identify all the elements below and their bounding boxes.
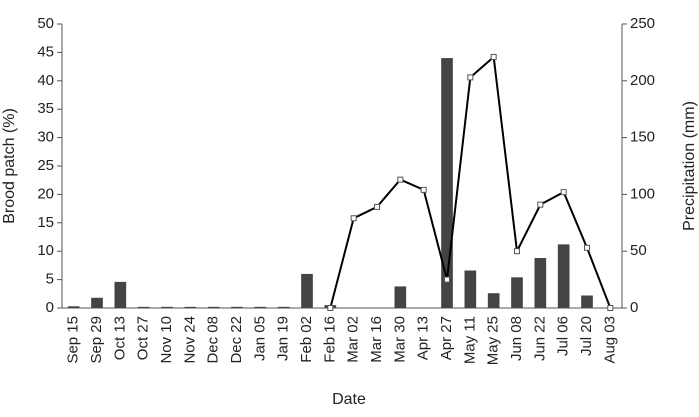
y-tick-label: 20: [37, 185, 54, 202]
line-marker: [327, 305, 334, 311]
y2-tick-label: 0: [630, 299, 638, 316]
bar: [394, 286, 407, 308]
line-marker: [537, 201, 544, 208]
line-marker: [374, 203, 380, 210]
x-tick-label: Nov 10: [158, 316, 175, 364]
y-tick-label: 45: [37, 43, 54, 60]
line-marker: [560, 189, 567, 196]
y-tick-label: 40: [37, 72, 54, 89]
bar: [207, 306, 220, 308]
line-marker: [467, 74, 474, 81]
x-tick-label: Oct 13: [111, 316, 128, 360]
line-marker: [420, 186, 427, 193]
x-tick-label: Mar 30: [391, 316, 408, 363]
y-axis-title: Brood patch (%): [1, 108, 18, 224]
x-tick-label: Oct 27: [135, 316, 152, 360]
line-marker: [607, 305, 614, 311]
bar: [161, 306, 173, 308]
line-marker: [490, 53, 497, 60]
y2-axis-title: Precipitation (mm): [681, 101, 698, 231]
bar: [114, 281, 127, 308]
bar: [441, 58, 453, 308]
bar: [184, 306, 197, 308]
x-tick-label: Feb 02: [298, 316, 315, 363]
x-tick-label: Jul 06: [555, 316, 572, 356]
x-tick-label: Feb 16: [321, 316, 338, 363]
bar: [91, 297, 103, 308]
bar: [137, 306, 150, 308]
x-tick-label: Apr 13: [415, 316, 432, 360]
x-tick-label: Sep 29: [88, 316, 105, 364]
bar: [301, 273, 313, 308]
line-marker: [514, 248, 520, 255]
bar: [231, 306, 243, 308]
x-tick-label: May 11: [461, 316, 478, 364]
y-tick-label: 35: [37, 100, 54, 117]
bar: [67, 306, 80, 308]
x-tick-label: Jun 08: [508, 316, 525, 361]
bar: [277, 306, 290, 308]
y-tick-label: 5: [46, 271, 54, 288]
line-marker: [584, 244, 590, 251]
x-tick-label: Dec 22: [228, 316, 245, 364]
x-tick-label: Jan 05: [251, 316, 268, 361]
y2-tick-label: 200: [630, 72, 655, 89]
bar: [464, 270, 477, 308]
y2-tick-label: 250: [630, 15, 655, 32]
y2-tick-label: 150: [630, 129, 655, 146]
x-tick-label: Jul 20: [578, 316, 595, 356]
y-tick-label: 50: [37, 15, 54, 32]
x-tick-label: Mar 16: [368, 316, 385, 363]
x-tick-label: Aug 03: [601, 316, 618, 364]
y-tick-label: 0: [46, 299, 54, 316]
x-tick-label: Jun 22: [531, 316, 548, 361]
line-marker: [444, 276, 450, 283]
x-tick-label: Mar 02: [345, 316, 362, 363]
y-tick-label: 25: [37, 157, 54, 174]
y-tick-label: 10: [37, 242, 54, 259]
x-tick-label: Sep 15: [65, 316, 82, 364]
x-tick-label: Apr 27: [438, 316, 455, 360]
x-tick-label: Nov 24: [181, 316, 198, 364]
bar: [487, 293, 500, 308]
y2-tick-label: 100: [630, 185, 655, 202]
bar: [511, 277, 523, 308]
line-marker: [397, 176, 404, 183]
x-tick-label: Dec 08: [205, 316, 222, 364]
x-axis-title: Date: [332, 391, 366, 408]
bar: [254, 306, 267, 308]
x-tick-label: May 25: [485, 316, 502, 365]
x-tick-label: Jan 19: [275, 316, 292, 361]
line-marker: [350, 215, 357, 222]
y-tick-label: 30: [37, 129, 54, 146]
bar: [534, 258, 547, 308]
bar: [581, 295, 593, 308]
y-tick-label: 15: [37, 214, 54, 231]
bar: [557, 244, 570, 308]
y2-tick-label: 50: [630, 242, 647, 259]
